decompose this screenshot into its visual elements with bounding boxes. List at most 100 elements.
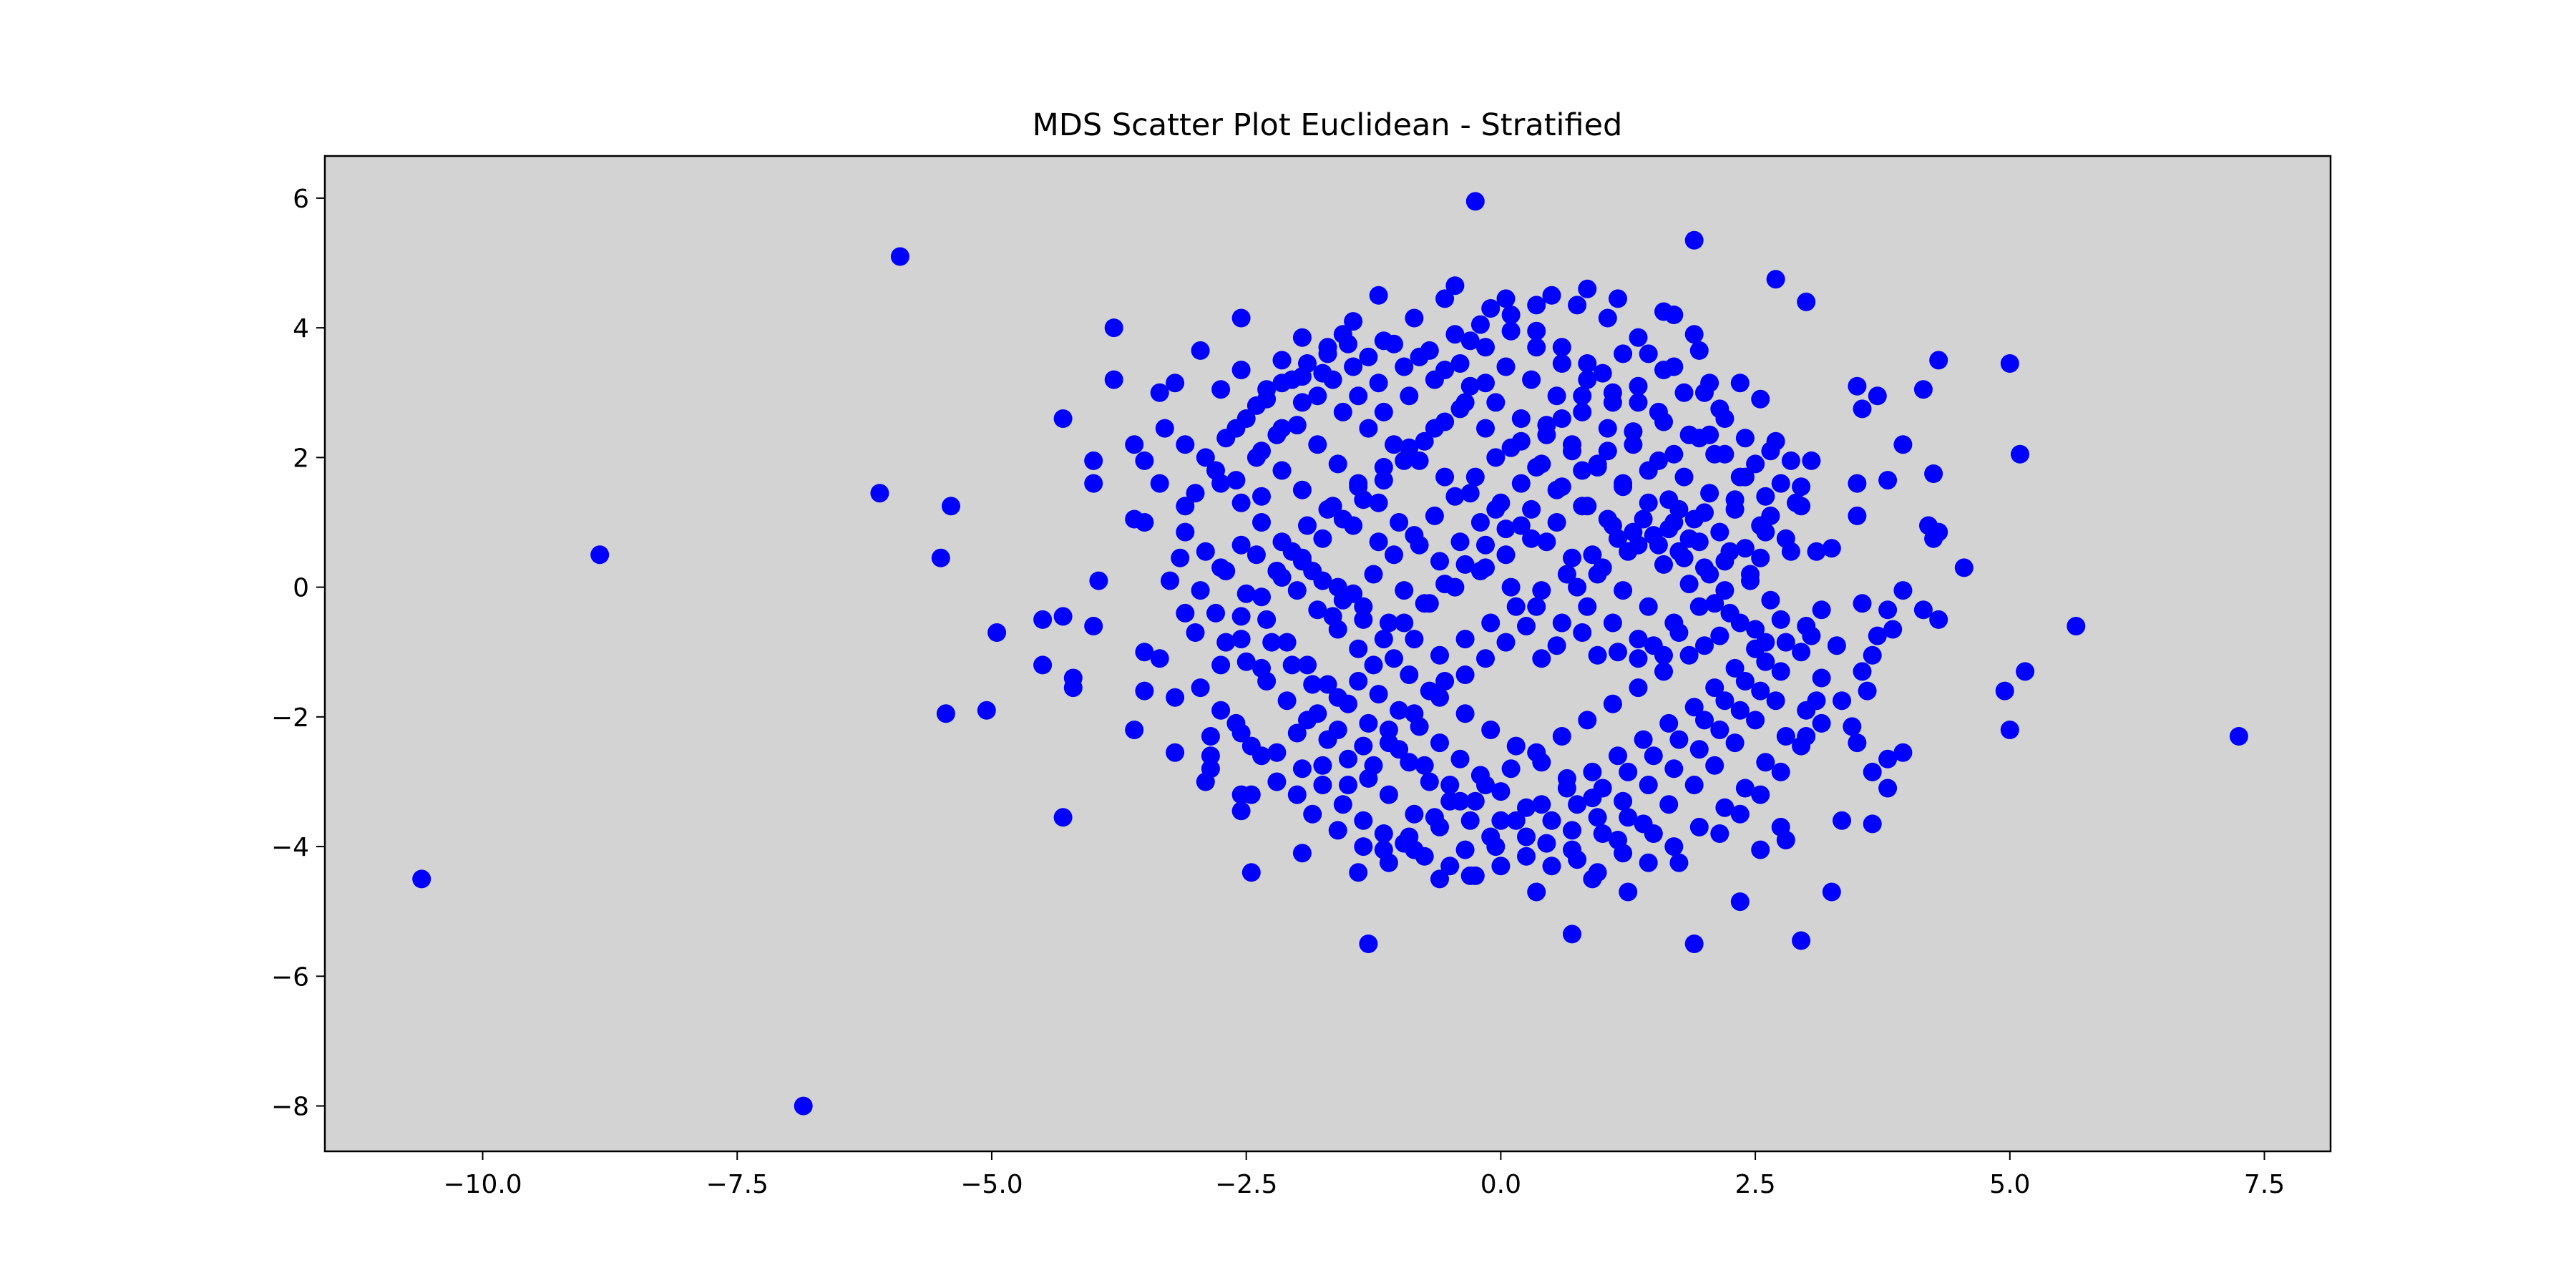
scatter-point — [1756, 753, 1775, 772]
scatter-point — [1196, 448, 1215, 467]
scatter-point — [1552, 477, 1571, 497]
plot-frame — [323, 155, 2332, 1153]
scatter-point — [1226, 419, 1246, 438]
scatter-point — [1053, 808, 1073, 827]
scatter-point — [1654, 645, 1673, 665]
scatter-point — [1537, 425, 1556, 444]
scatter-point — [1893, 435, 1913, 454]
scatter-point — [1995, 681, 2014, 701]
scatter-point — [1349, 477, 1368, 497]
scatter-point — [1527, 743, 1546, 762]
scatter-point — [1517, 798, 1536, 817]
scatter-point — [1328, 620, 1347, 639]
scatter-point — [1125, 435, 1144, 454]
scatter-point — [1272, 419, 1292, 438]
scatter-point — [1878, 600, 1898, 620]
scatter-point — [1033, 610, 1053, 629]
scatter-point — [1476, 338, 1495, 357]
scatter-point — [1186, 484, 1205, 503]
scatter-point — [1405, 630, 1424, 649]
scatter-point — [1843, 717, 1862, 736]
scatter-point — [1481, 827, 1501, 847]
scatter-point — [1792, 643, 1811, 662]
scatter-point — [1496, 545, 1516, 565]
scatter-point — [1715, 409, 1735, 428]
scatter-point — [1563, 441, 1581, 461]
scatter-point — [1659, 490, 1679, 509]
scatter-point — [1231, 607, 1251, 626]
scatter-point — [1292, 480, 1312, 499]
scatter-point — [1614, 791, 1633, 811]
scatter-point — [1878, 471, 1898, 490]
scatter-point — [1735, 429, 1755, 448]
scatter-point — [1400, 438, 1419, 457]
scatter-point — [1344, 312, 1363, 331]
scatter-point — [1369, 286, 1388, 305]
scatter-point — [1104, 370, 1123, 389]
scatter-point — [1501, 759, 1521, 779]
scatter-point — [1445, 276, 1465, 296]
scatter-point — [1104, 318, 1123, 338]
scatter-point — [2000, 354, 2019, 373]
scatter-point — [1848, 376, 1867, 396]
x-tick-label: 5.0 — [1989, 1170, 2030, 1199]
scatter-point — [1689, 740, 1709, 759]
scatter-point — [870, 484, 889, 503]
scatter-point — [1705, 594, 1724, 613]
scatter-point — [1252, 587, 1271, 607]
scatter-point — [1262, 633, 1282, 652]
scatter-point — [1435, 467, 1455, 487]
scatter-point — [1292, 759, 1312, 779]
scatter-point — [2229, 727, 2248, 746]
scatter-point — [1522, 499, 1541, 519]
scatter-point — [1425, 419, 1444, 438]
scatter-point — [1669, 853, 1689, 872]
scatter-point — [1176, 603, 1195, 623]
scatter-point — [1292, 393, 1312, 412]
scatter-point — [1664, 357, 1684, 376]
scatter-point — [1313, 776, 1332, 794]
scatter-point — [1455, 665, 1475, 684]
scatter-point — [1659, 795, 1679, 814]
scatter-point — [1639, 493, 1658, 512]
scatter-point — [1430, 688, 1449, 707]
scatter-point — [1771, 610, 1790, 629]
scatter-point — [1822, 539, 1841, 558]
scatter-point — [1746, 454, 1765, 474]
scatter-point — [1476, 374, 1495, 393]
scatter-point — [1812, 713, 1831, 733]
y-axis: −8 −6 −4 −2 0 2 4 6 — [271, 185, 325, 1122]
scatter-point — [1460, 866, 1480, 885]
scatter-point — [1730, 804, 1750, 824]
scatter-point — [1527, 882, 1546, 902]
scatter-point — [1568, 296, 1587, 315]
scatter-point — [1552, 727, 1571, 746]
scatter-point — [1725, 499, 1745, 519]
scatter-point — [1781, 451, 1800, 470]
scatter-point — [1349, 863, 1368, 882]
scatter-point — [1725, 658, 1745, 678]
scatter-point — [1298, 516, 1317, 535]
scatter-point — [1395, 581, 1414, 600]
y-tick-label: 2 — [293, 444, 309, 473]
scatter-point — [1695, 636, 1714, 655]
scatter-point — [1710, 824, 1729, 843]
scatter-point — [1287, 416, 1307, 435]
y-tick-label: 0 — [293, 574, 309, 603]
scatter-point — [1125, 721, 1144, 739]
scatter-point — [1390, 701, 1409, 720]
x-tick-label: 0.0 — [1480, 1170, 1521, 1199]
scatter-point — [1511, 516, 1531, 535]
scatter-point — [1614, 477, 1633, 497]
x-tick-label: 7.5 — [2244, 1170, 2285, 1199]
scatter-point — [1308, 435, 1327, 454]
scatter-point — [1735, 672, 1755, 691]
scatter-point — [1695, 383, 1714, 402]
scatter-point — [1664, 306, 1684, 324]
scatter-point — [1410, 717, 1429, 736]
scatter-point — [1568, 850, 1587, 869]
scatter-point — [1298, 711, 1317, 730]
scatter-point — [977, 701, 996, 720]
scatter-point — [1822, 882, 1841, 902]
scatter-point — [1374, 458, 1393, 477]
